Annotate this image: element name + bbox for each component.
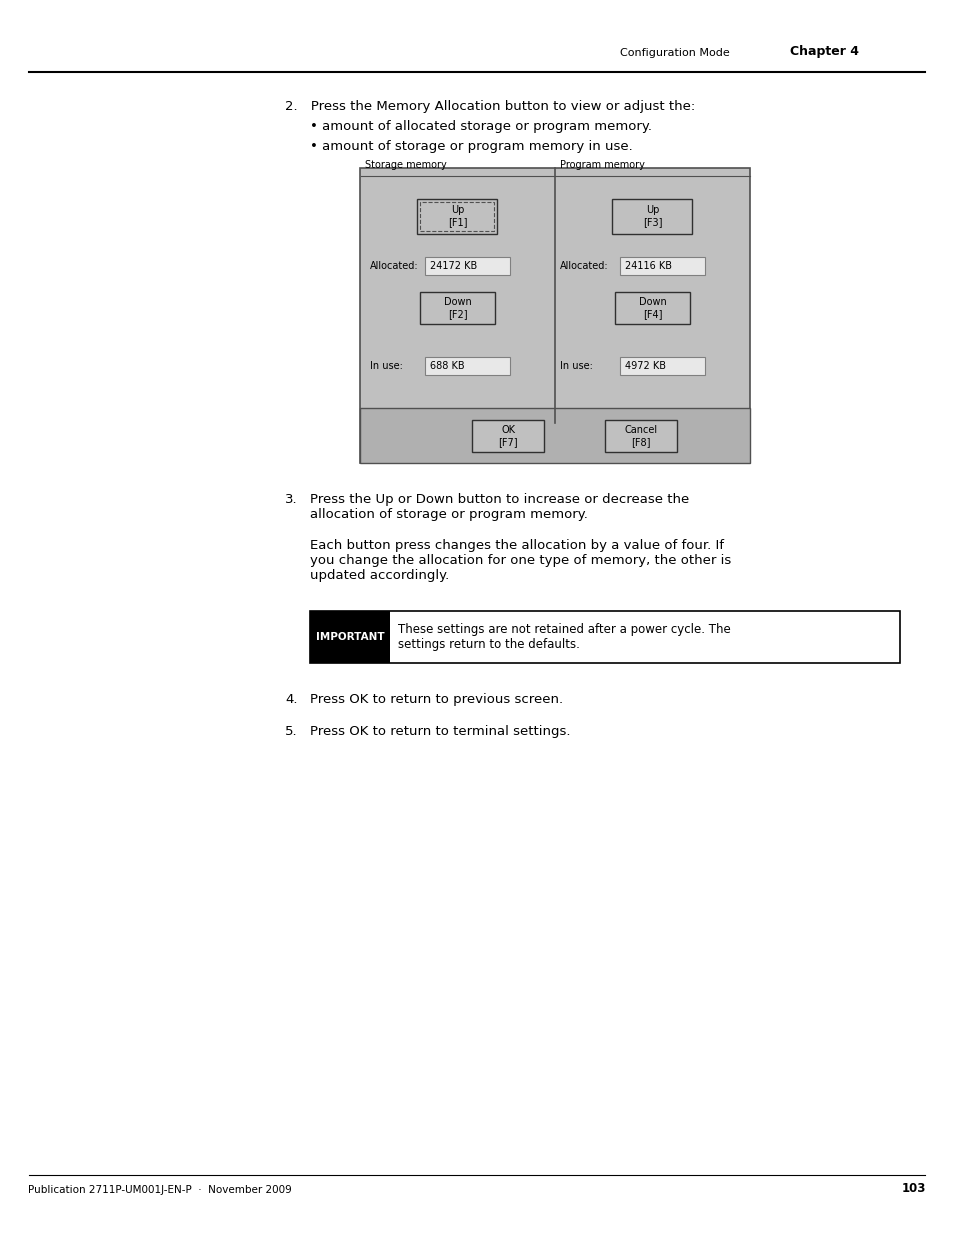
Text: Allocated:: Allocated:: [559, 261, 608, 270]
FancyBboxPatch shape: [359, 168, 749, 463]
Text: Configuration Mode: Configuration Mode: [619, 48, 729, 58]
Text: These settings are not retained after a power cycle. The
settings return to the : These settings are not retained after a …: [397, 622, 730, 651]
Text: 24116 KB: 24116 KB: [624, 261, 671, 270]
Text: 3.: 3.: [285, 493, 297, 506]
FancyBboxPatch shape: [424, 257, 510, 275]
Text: 4972 KB: 4972 KB: [624, 361, 665, 370]
Text: • amount of allocated storage or program memory.: • amount of allocated storage or program…: [310, 120, 651, 133]
Text: Down
[F2]: Down [F2]: [443, 298, 471, 319]
FancyBboxPatch shape: [419, 291, 495, 324]
Text: • amount of storage or program memory in use.: • amount of storage or program memory in…: [310, 140, 632, 153]
FancyBboxPatch shape: [619, 257, 704, 275]
Text: 2. Press the Memory Allocation button to view or adjust the:: 2. Press the Memory Allocation button to…: [285, 100, 695, 112]
FancyBboxPatch shape: [604, 420, 676, 452]
Text: Cancel
[F8]: Cancel [F8]: [623, 425, 657, 447]
Text: Press the Up or Down button to increase or decrease the
allocation of storage or: Press the Up or Down button to increase …: [310, 493, 688, 521]
Text: Program memory: Program memory: [559, 161, 644, 170]
Text: Allocated:: Allocated:: [370, 261, 418, 270]
FancyBboxPatch shape: [310, 611, 390, 663]
FancyBboxPatch shape: [417, 199, 497, 233]
Text: Chapter 4: Chapter 4: [789, 44, 858, 58]
Text: Publication 2711P-UM001J-EN-P  ·  November 2009: Publication 2711P-UM001J-EN-P · November…: [28, 1186, 292, 1195]
FancyBboxPatch shape: [615, 291, 689, 324]
Text: 103: 103: [901, 1182, 925, 1195]
Text: In use:: In use:: [559, 361, 592, 370]
FancyBboxPatch shape: [472, 420, 543, 452]
Text: Up
[F1]: Up [F1]: [447, 205, 467, 227]
Text: Down
[F4]: Down [F4]: [638, 298, 666, 319]
FancyBboxPatch shape: [424, 357, 510, 375]
FancyBboxPatch shape: [359, 408, 749, 463]
FancyBboxPatch shape: [612, 199, 692, 233]
Text: 24172 KB: 24172 KB: [430, 261, 476, 270]
Text: Storage memory: Storage memory: [365, 161, 446, 170]
Text: In use:: In use:: [370, 361, 402, 370]
Text: 688 KB: 688 KB: [430, 361, 464, 370]
Text: Press OK to return to terminal settings.: Press OK to return to terminal settings.: [310, 725, 570, 739]
Text: 5.: 5.: [285, 725, 297, 739]
Text: IMPORTANT: IMPORTANT: [315, 632, 384, 642]
Text: Each button press changes the allocation by a value of four. If
you change the a: Each button press changes the allocation…: [310, 538, 731, 582]
FancyBboxPatch shape: [619, 357, 704, 375]
Text: OK
[F7]: OK [F7]: [497, 425, 517, 447]
Text: 4.: 4.: [285, 693, 297, 706]
Text: Press OK to return to previous screen.: Press OK to return to previous screen.: [310, 693, 562, 706]
Text: Up
[F3]: Up [F3]: [642, 205, 661, 227]
